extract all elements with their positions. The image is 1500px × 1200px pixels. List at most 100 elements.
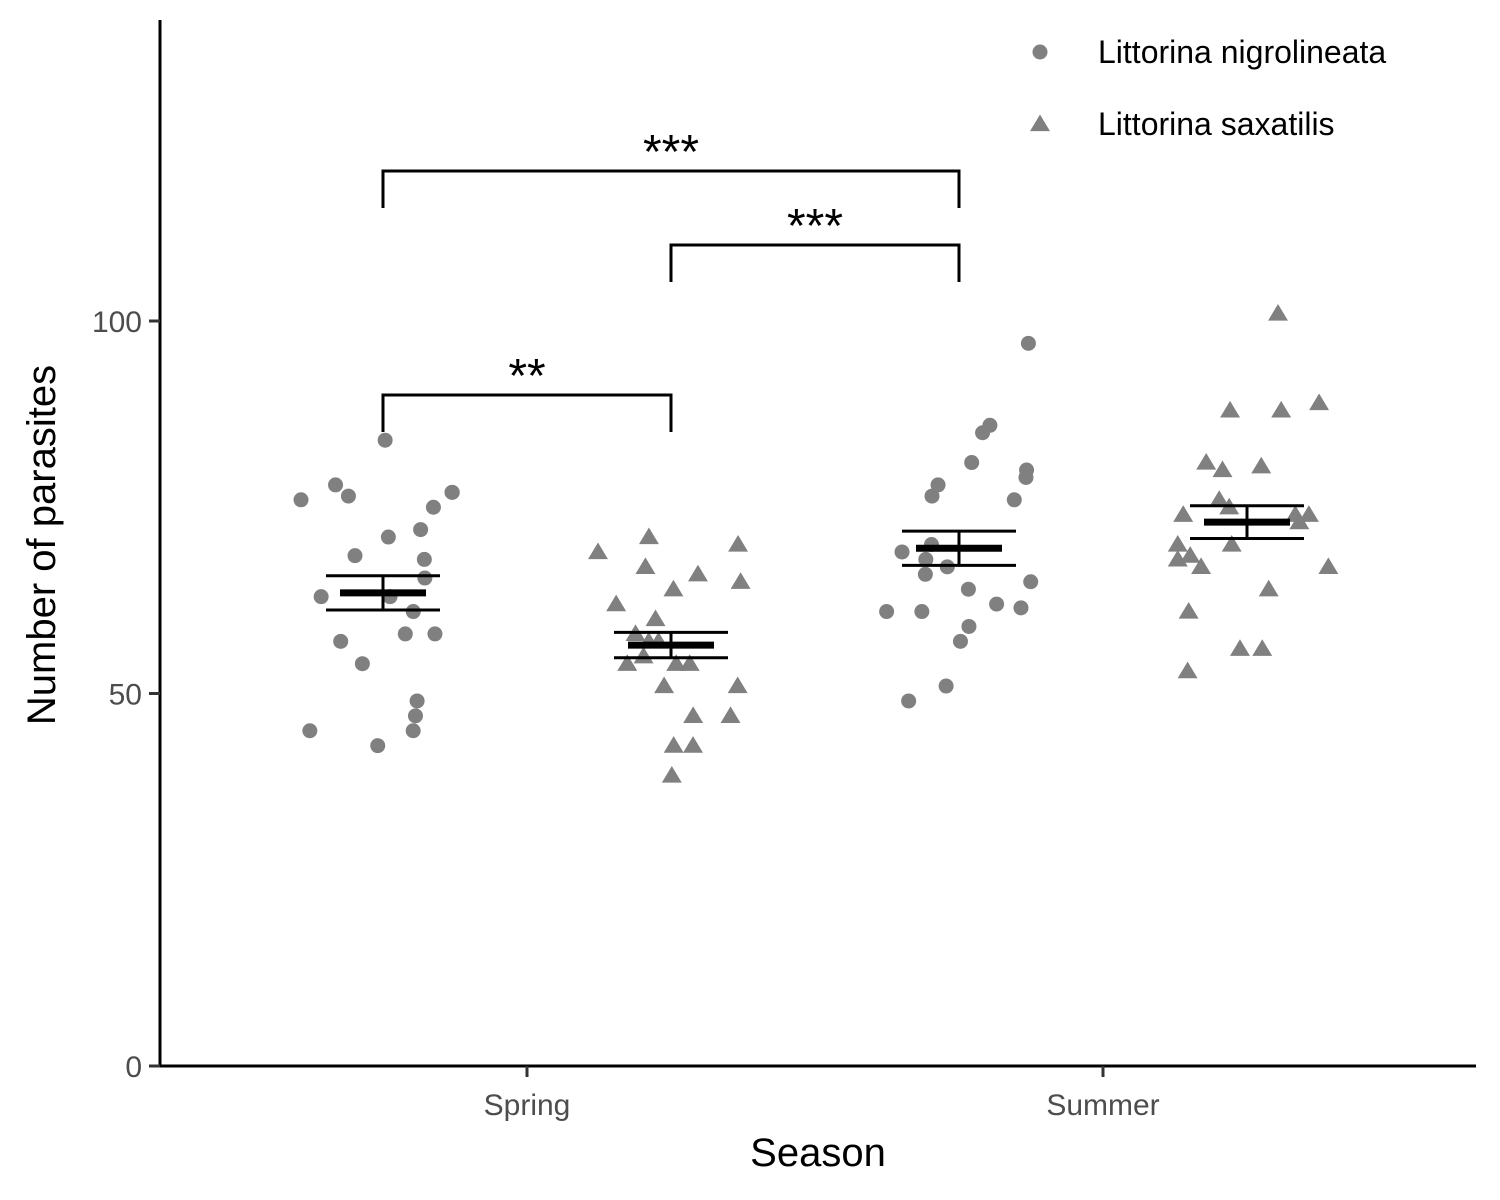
data-point-circle (380, 529, 396, 545)
data-point-triangle (1178, 602, 1199, 619)
y-tick-label: 50 (109, 679, 142, 712)
y-tick-label: 0 (125, 1051, 142, 1084)
x-tick-label: Spring (484, 1089, 571, 1122)
data-point-circle (409, 693, 425, 709)
data-point-triangle (1167, 535, 1188, 552)
data-point-circle (444, 484, 460, 500)
data-point-circle (425, 499, 441, 515)
data-point-circle (370, 738, 386, 754)
data-point-circle (413, 522, 429, 538)
data-point-circle (340, 488, 356, 504)
data-point-triangle (1209, 490, 1230, 507)
data-point-circle (1006, 492, 1022, 508)
data-point-circle (975, 425, 991, 441)
data-point-triangle (1191, 557, 1212, 574)
data-point-triangle (1258, 579, 1279, 597)
data-point-circle (918, 551, 934, 567)
data-point-triangle (728, 535, 749, 552)
data-point-triangle (683, 706, 704, 723)
data-point-circle (989, 596, 1005, 612)
data-point-triangle (666, 654, 687, 671)
y-axis-title: Number of parasites (20, 365, 64, 725)
significance-label: ** (508, 350, 545, 403)
data-point-circle (302, 723, 318, 739)
data-point-triangle (687, 564, 708, 582)
data-point-circle (901, 693, 917, 709)
legend-key-triangle (1030, 114, 1050, 132)
data-point-circle (917, 566, 933, 582)
legend-key-circle (1032, 44, 1048, 60)
significance-label: *** (643, 126, 699, 179)
data-point-circle (313, 589, 329, 605)
data-point-triangle (683, 736, 704, 753)
data-point-circle (1018, 469, 1034, 485)
legend-label: Littorina nigrolineata (1098, 34, 1386, 70)
data-point-circle (293, 492, 309, 508)
data-point-triangle (1318, 557, 1339, 574)
data-point-triangle (1212, 460, 1233, 478)
data-point-triangle (727, 676, 748, 694)
data-point-circle (964, 455, 980, 471)
data-point-circle (952, 633, 968, 649)
data-point-triangle (1196, 453, 1217, 470)
data-point-circle (377, 432, 393, 448)
data-point-triangle (1289, 512, 1310, 530)
legend-label: Littorina saxatilis (1098, 106, 1335, 142)
x-tick-label: Summer (1046, 1089, 1159, 1122)
data-point-circle (914, 604, 930, 620)
x-axis-title: Season (750, 1131, 886, 1175)
data-point-triangle (661, 765, 682, 783)
data-point-circle (333, 633, 349, 649)
data-point-circle (938, 678, 954, 694)
data-point-triangle (679, 654, 700, 671)
data-point-circle (407, 708, 423, 724)
axes-layer: 0 50 100 Spring Summer (92, 20, 1476, 1122)
significance-bracket (381, 169, 961, 208)
data-point-triangle (730, 572, 751, 589)
data-point-circle (417, 570, 433, 586)
legend-layer: Littorina nigrolineata Littorina saxatili… (1030, 34, 1386, 142)
data-point-circle (1023, 574, 1039, 590)
data-point-triangle (720, 706, 741, 723)
y-tick-label: 100 (92, 306, 142, 339)
data-point-triangle (1220, 400, 1241, 418)
data-point-circle (894, 544, 910, 560)
summary-layer (326, 504, 1304, 660)
data-point-circle (924, 488, 940, 504)
points-layer (293, 304, 1339, 783)
data-point-triangle (1251, 456, 1272, 474)
data-point-circle (960, 581, 976, 597)
data-point-circle (328, 477, 344, 493)
data-point-circle (416, 551, 432, 567)
data-point-triangle (645, 609, 666, 627)
data-point-circle (347, 548, 363, 564)
data-point-triangle (663, 579, 684, 597)
data-point-triangle (606, 594, 627, 612)
data-point-circle (397, 626, 413, 642)
data-point-triangle (1180, 546, 1201, 563)
data-point-triangle (638, 527, 659, 545)
data-point-triangle (654, 676, 675, 694)
data-point-circle (427, 626, 443, 642)
data-point-circle (405, 723, 421, 739)
data-point-triangle (1309, 393, 1330, 411)
data-point-circle (930, 477, 946, 493)
significance-bracket (381, 393, 673, 432)
data-point-circle (961, 618, 977, 634)
data-point-circle (879, 604, 895, 620)
data-point-circle (1020, 335, 1036, 351)
data-point-triangle (1221, 535, 1242, 552)
significance-label: *** (787, 200, 843, 253)
data-point-triangle (1252, 639, 1273, 656)
significance-bracket (669, 243, 961, 282)
data-point-triangle (617, 654, 638, 671)
data-point-triangle (1167, 549, 1188, 567)
data-point-triangle (1271, 400, 1292, 418)
data-point-triangle (1229, 639, 1250, 656)
data-point-triangle (663, 736, 684, 753)
data-point-circle (354, 656, 370, 672)
data-point-triangle (588, 542, 608, 560)
data-point-triangle (1268, 304, 1288, 321)
data-point-triangle (1177, 661, 1198, 679)
annotation-layer: ******** (381, 126, 961, 432)
